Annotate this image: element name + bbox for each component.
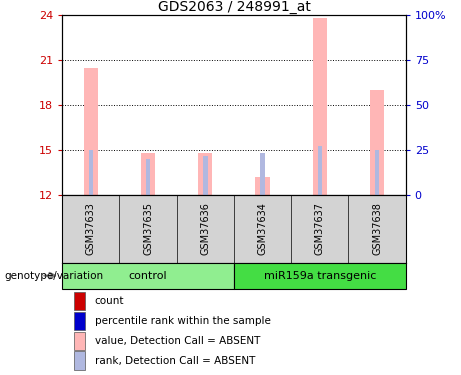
Bar (146, 159, 150, 195)
Text: GSM37638: GSM37638 (372, 202, 382, 255)
Bar (234, 262, 406, 289)
Text: value, Detection Call = ABSENT: value, Detection Call = ABSENT (95, 336, 260, 346)
Bar (260, 153, 265, 195)
Bar (370, 90, 384, 195)
Bar (74, 332, 85, 350)
Text: GSM37636: GSM37636 (201, 202, 210, 255)
Text: rank, Detection Call = ABSENT: rank, Detection Call = ABSENT (95, 356, 255, 366)
Bar (375, 150, 379, 195)
Title: GDS2063 / 248991_at: GDS2063 / 248991_at (158, 0, 310, 14)
Bar (62, 262, 234, 289)
Text: GSM37635: GSM37635 (143, 202, 153, 255)
Text: genotype/variation: genotype/variation (5, 271, 104, 280)
Text: count: count (95, 296, 124, 306)
Bar (84, 68, 98, 195)
Text: control: control (129, 271, 167, 280)
Text: GSM37637: GSM37637 (315, 202, 325, 255)
Bar (74, 292, 85, 310)
Bar (74, 351, 85, 370)
Bar (313, 18, 327, 195)
Bar (141, 153, 155, 195)
Bar (318, 146, 322, 195)
Text: miR159a transgenic: miR159a transgenic (264, 271, 376, 280)
Bar (198, 153, 213, 195)
Bar (74, 312, 85, 330)
Bar (255, 177, 270, 195)
Bar (203, 156, 207, 195)
Text: GSM37633: GSM37633 (86, 202, 96, 255)
Text: GSM37634: GSM37634 (258, 202, 267, 255)
Text: percentile rank within the sample: percentile rank within the sample (95, 316, 271, 326)
Bar (89, 150, 93, 195)
